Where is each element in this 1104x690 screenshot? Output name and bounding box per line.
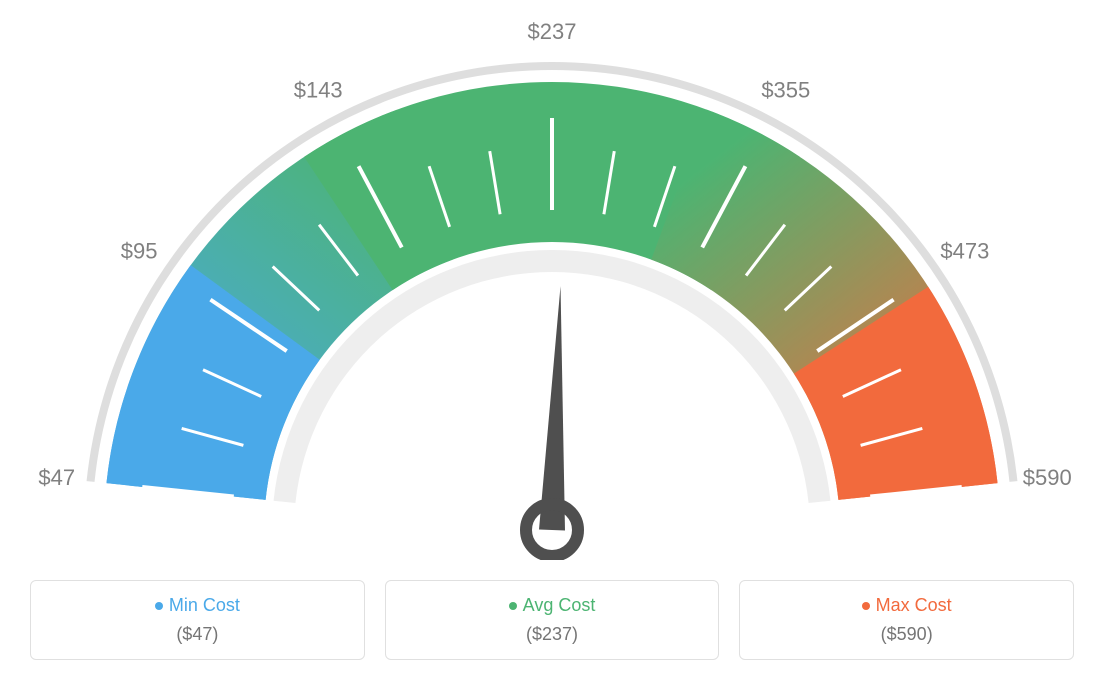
cost-gauge-container: $47 $95 $143 $237 $355 $473 $590 Min Cost ($47… xyxy=(0,0,1104,690)
legend-card-max: Max Cost ($590) xyxy=(739,580,1074,660)
gauge-tick-label: $355 xyxy=(761,77,810,102)
gauge-tick-label: $143 xyxy=(294,77,343,102)
legend-row: Min Cost ($47) Avg Cost ($237) Max Cost … xyxy=(0,560,1104,660)
gauge-needle xyxy=(539,286,565,530)
gauge-tick-label: $237 xyxy=(528,19,577,44)
gauge-tick-label: $47 xyxy=(38,465,75,490)
legend-card-avg: Avg Cost ($237) xyxy=(385,580,720,660)
legend-card-min: Min Cost ($47) xyxy=(30,580,365,660)
legend-label-avg: Avg Cost xyxy=(406,595,699,616)
legend-label-max: Max Cost xyxy=(760,595,1053,616)
max-cost-value: ($590) xyxy=(760,624,1053,645)
dot-icon xyxy=(509,602,517,610)
dot-icon xyxy=(862,602,870,610)
max-cost-label: Max Cost xyxy=(876,595,952,615)
avg-cost-value: ($237) xyxy=(406,624,699,645)
gauge-tick-label: $590 xyxy=(1023,465,1072,490)
min-cost-value: ($47) xyxy=(51,624,344,645)
min-cost-label: Min Cost xyxy=(169,595,240,615)
gauge-area: $47 $95 $143 $237 $355 $473 $590 xyxy=(0,0,1104,560)
gauge-tick-label: $473 xyxy=(940,239,989,264)
dot-icon xyxy=(155,602,163,610)
avg-cost-label: Avg Cost xyxy=(523,595,596,615)
legend-label-min: Min Cost xyxy=(51,595,344,616)
gauge-chart: $47 $95 $143 $237 $355 $473 $590 xyxy=(0,0,1104,560)
gauge-tick-label: $95 xyxy=(121,239,158,264)
